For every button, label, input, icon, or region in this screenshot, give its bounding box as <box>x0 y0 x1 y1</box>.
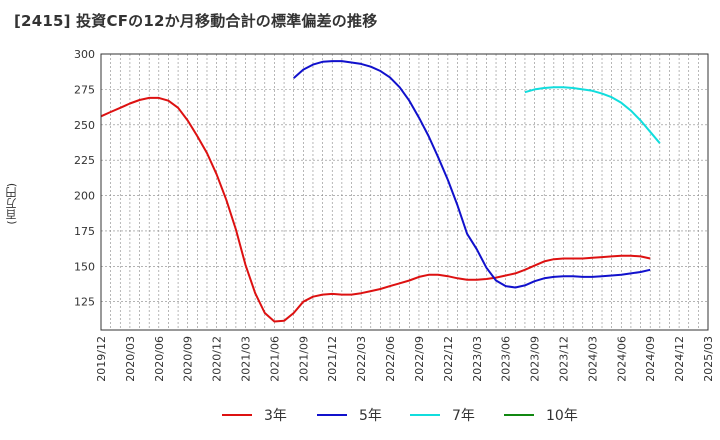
x-tick-label: 2025/03 <box>702 336 715 382</box>
legend-label-1: 5年 <box>359 408 382 424</box>
x-tick-label: 2019/12 <box>95 336 108 382</box>
y-tick-label: 275 <box>74 83 95 96</box>
y-tick-label: 125 <box>74 296 95 309</box>
grid-layer <box>101 53 708 330</box>
y-tick-label: 200 <box>74 190 95 203</box>
x-tick-label: 2022/03 <box>355 336 368 382</box>
legend-label-3: 10年 <box>546 408 578 424</box>
legend-label-0: 3年 <box>264 408 287 424</box>
x-tick-label: 2022/06 <box>384 336 397 382</box>
series-line-2 <box>524 86 661 144</box>
x-tick-label: 2024/09 <box>644 336 657 382</box>
x-tick-label: 2023/09 <box>529 336 542 382</box>
x-tick-label: 2023/03 <box>471 336 484 382</box>
x-tick-label: 2020/12 <box>211 336 224 382</box>
y-tick-label: 175 <box>74 225 95 238</box>
series-line-1 <box>293 60 651 289</box>
y-tick-label: 250 <box>74 119 95 132</box>
x-tick-label: 2020/03 <box>124 336 137 382</box>
plot-frame <box>100 53 709 331</box>
x-tick-label: 2021/12 <box>326 336 339 382</box>
series-line-0 <box>100 96 651 323</box>
y-tick-label: 225 <box>74 154 95 167</box>
x-tick-label: 2021/03 <box>240 336 253 382</box>
legend: 3年 5年 7年 10年 <box>222 408 578 424</box>
x-tick-label: 2022/09 <box>413 336 426 382</box>
x-tick-label: 2020/09 <box>182 336 195 382</box>
x-tick-label: 2021/06 <box>268 336 281 382</box>
x-tick-label: 2021/09 <box>297 336 310 382</box>
x-tick-label: 2024/06 <box>615 336 628 382</box>
legend-label-2: 7年 <box>452 408 475 424</box>
x-tick-labels: 2019/12 2020/03 2020/06 2020/09 2020/12 2021/… <box>95 336 715 382</box>
x-tick-label: 2024/12 <box>673 336 686 382</box>
plot-background <box>101 54 708 330</box>
x-tick-label: 2020/06 <box>153 336 166 382</box>
x-tick-label: 2022/12 <box>442 336 455 382</box>
x-tick-label: 2023/12 <box>557 336 570 382</box>
y-tick-label: 150 <box>74 260 95 273</box>
y-tick-labels: 125 150 175 200 225 250 275 300 <box>74 48 95 309</box>
x-tick-label: 2023/06 <box>500 336 513 382</box>
y-tick-label: 300 <box>74 48 95 61</box>
chart-title: [2415] 投資CFの12か月移動合計の標準偏差の推移 <box>14 12 378 30</box>
series-layer <box>100 60 661 323</box>
x-tick-label: 2024/03 <box>586 336 599 382</box>
